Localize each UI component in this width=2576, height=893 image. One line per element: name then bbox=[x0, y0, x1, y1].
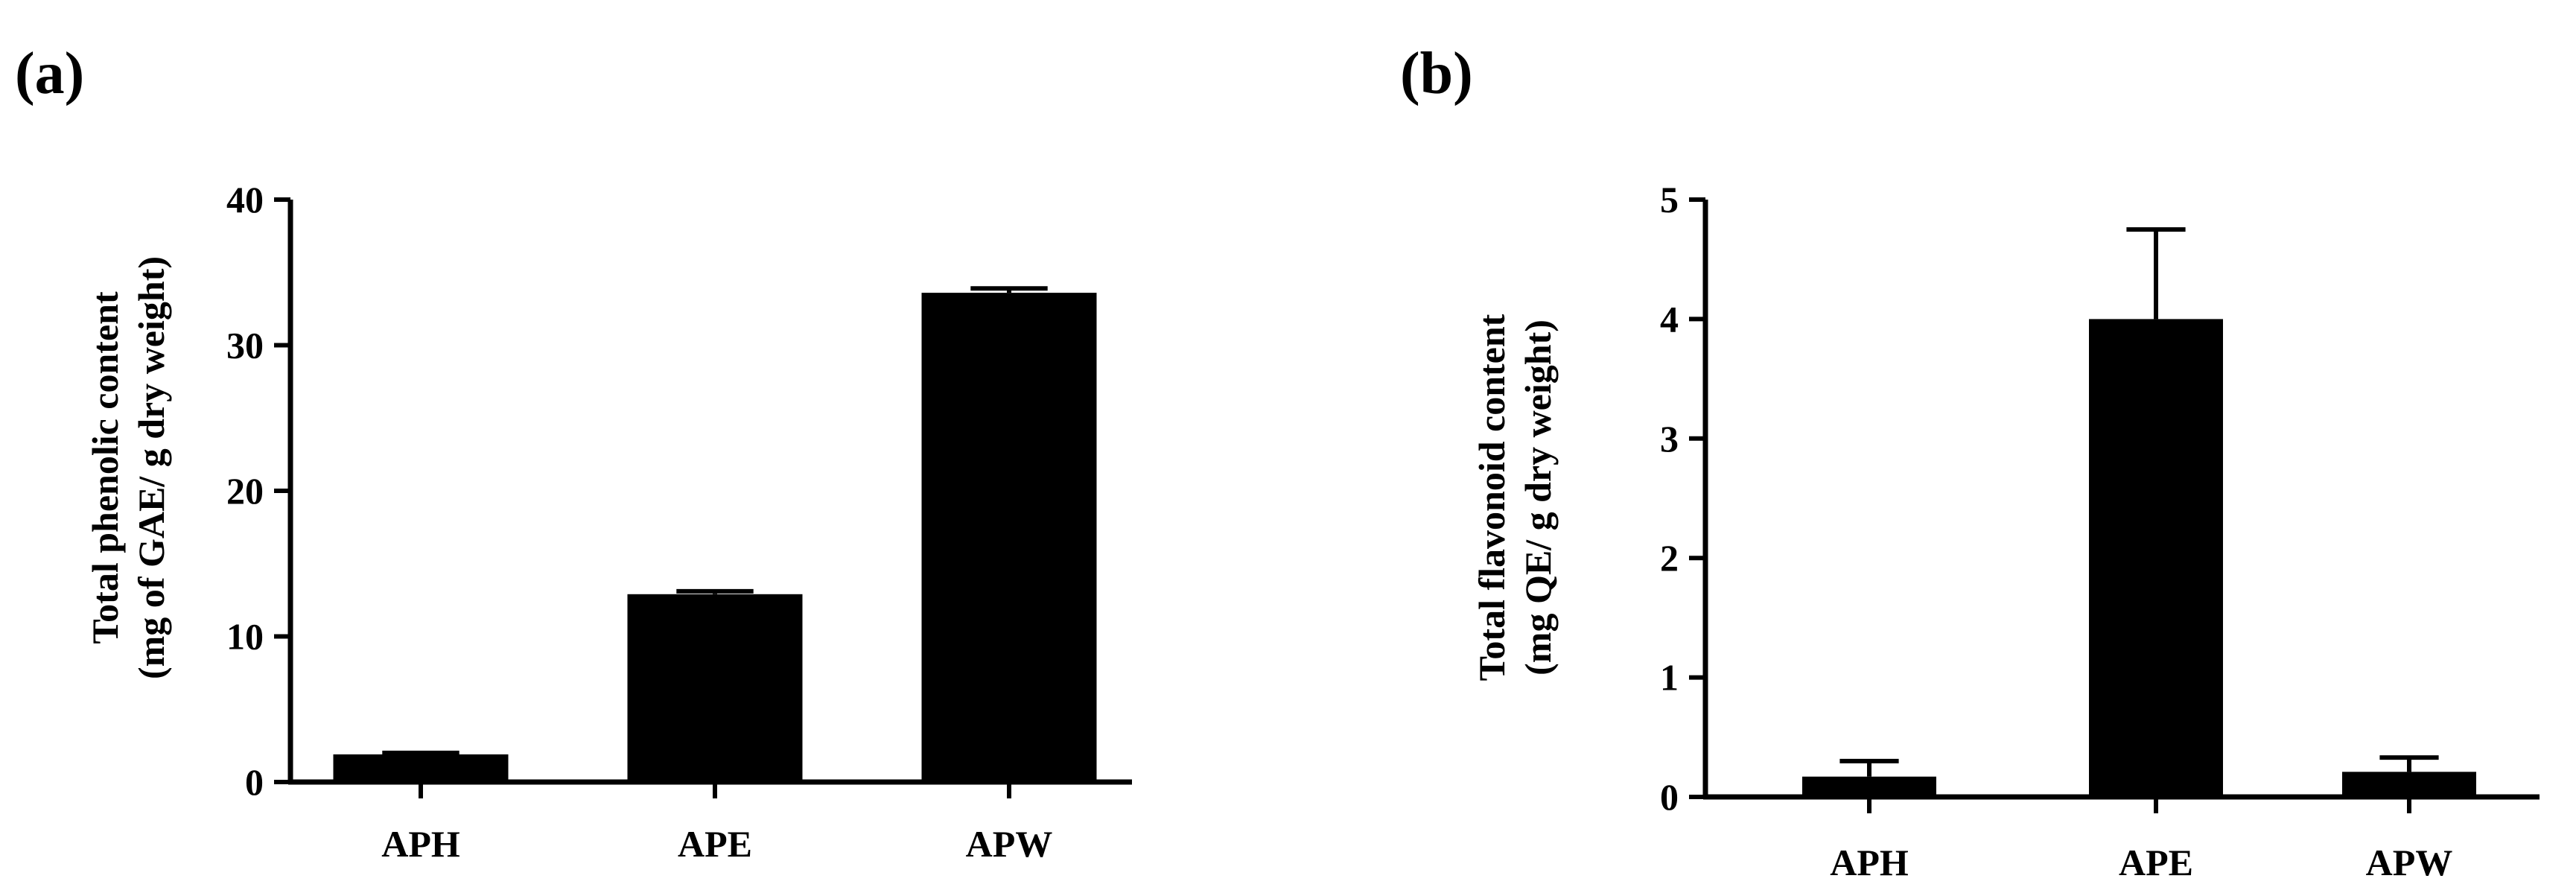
panel-b-bar-aph bbox=[1802, 776, 1936, 797]
panel-a-error-bar-apw bbox=[970, 286, 1048, 293]
panel-a-bar-ape bbox=[627, 594, 803, 782]
panel-a-error-bar-aph bbox=[382, 750, 459, 755]
panel-a-y-tick-label: 40 bbox=[226, 179, 264, 220]
panel-b-error-bar-apw bbox=[2379, 755, 2439, 772]
panel-a-y-tick-label: 30 bbox=[226, 325, 264, 366]
panel-a-bar-apw bbox=[921, 293, 1097, 782]
panel-b-y-tick-label: 5 bbox=[1660, 179, 1679, 220]
panel-a-x-tick-label-apw: APW bbox=[966, 823, 1053, 865]
panel-a-x-tick-label-ape: APE bbox=[678, 823, 752, 865]
panel-a-error-bar-ape bbox=[676, 588, 754, 594]
panel-a-x-tick-label-aph: APH bbox=[381, 823, 460, 865]
panel-a-y-tick-label: 0 bbox=[245, 761, 264, 803]
panel-a-label: (a) bbox=[15, 41, 84, 107]
panel-b-x-tick-label-apw: APW bbox=[2366, 842, 2453, 883]
panel-b-bar-apw bbox=[2342, 772, 2476, 797]
panel-b-ylabel-line1: Total flavonoid content bbox=[1471, 314, 1513, 681]
panel-b-chart: (b) Total flavonoid content (mg QE/ g dr… bbox=[1400, 41, 2540, 883]
panel-a-y-tick-label: 20 bbox=[226, 470, 264, 512]
panel-a-chart: (a) Total phenolic content (mg of GAE/ g… bbox=[15, 41, 1132, 865]
panel-b-bar-ape bbox=[2089, 319, 2223, 797]
panel-b-ylabel-line2: (mg QE/ g dry weight) bbox=[1517, 320, 1559, 676]
panel-b-error-bar-aph bbox=[1839, 758, 1899, 777]
panel-a-ylabel-line1: Total phenolic content bbox=[84, 291, 126, 644]
panel-a-ylabel-line2: (mg of GAE/ g dry weight) bbox=[130, 256, 172, 679]
panel-a-bar-aph bbox=[333, 754, 509, 782]
panel-b-y-tick-label: 3 bbox=[1660, 418, 1679, 460]
panel-b-label: (b) bbox=[1400, 41, 1473, 107]
panel-b-error-bar-ape bbox=[2126, 227, 2186, 320]
panel-b-y-tick-label: 2 bbox=[1660, 537, 1679, 579]
panel-b-y-tick-label: 1 bbox=[1660, 657, 1679, 699]
panel-b-x-tick-label-aph: APH bbox=[1830, 842, 1909, 883]
panel-b-y-tick-label: 0 bbox=[1660, 776, 1679, 818]
panel-b-x-tick-label-ape: APE bbox=[2119, 842, 2193, 883]
panel-b-y-tick-label: 4 bbox=[1660, 298, 1679, 340]
panel-a-y-tick-label: 10 bbox=[226, 616, 264, 658]
